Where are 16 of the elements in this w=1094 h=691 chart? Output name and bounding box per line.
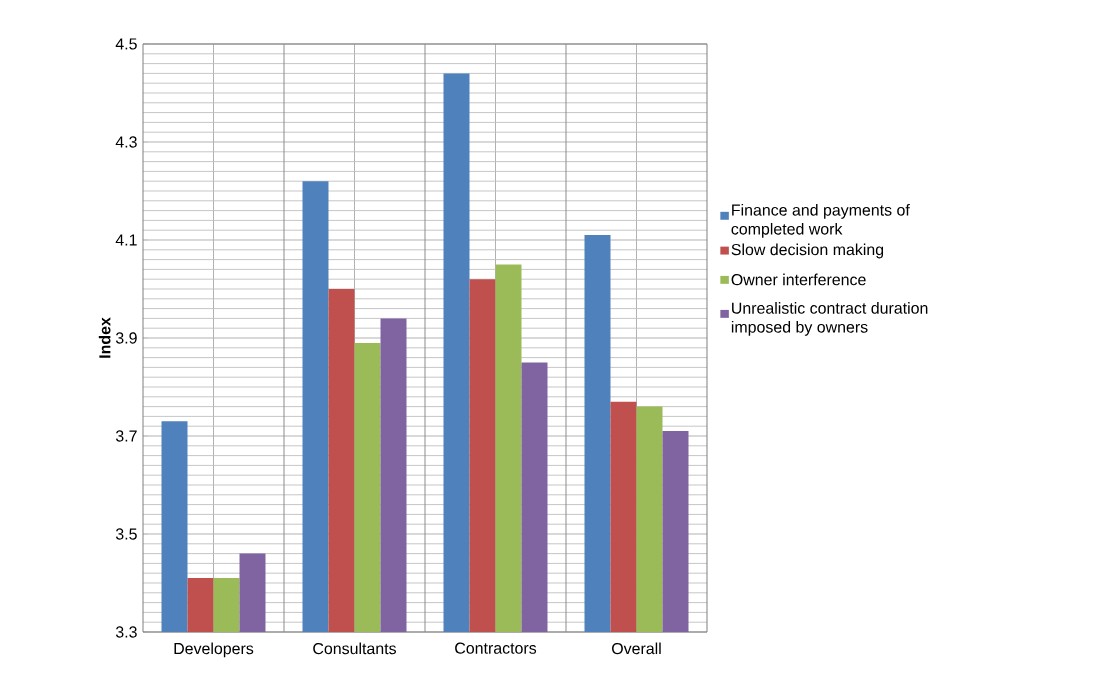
- y-axis-title: Index: [98, 317, 111, 358]
- y-tick-label: 4.5: [115, 38, 137, 50]
- x-tick-label: Overall: [612, 642, 661, 655]
- y-tick-label: 3.9: [115, 332, 137, 344]
- y-tick-label: 4.3: [115, 136, 137, 148]
- y-tick-label: 3.5: [115, 528, 137, 540]
- legend-label: Slow decision making: [731, 243, 884, 259]
- y-tick-label: 3.3: [115, 626, 137, 638]
- x-tick-label: Consultants: [313, 642, 396, 655]
- x-tick-label: Developers: [174, 642, 254, 658]
- legend-label: Unrealistic contract duration imposed by owners: [731, 302, 928, 336]
- y-tick-label: 4.1: [115, 234, 137, 246]
- x-tick-label: Contractors: [455, 642, 537, 654]
- legend-label: Owner interference: [731, 273, 866, 286]
- legend-label: Finance and payments of completed work: [731, 204, 910, 238]
- y-tick-label: 3.7: [115, 430, 137, 442]
